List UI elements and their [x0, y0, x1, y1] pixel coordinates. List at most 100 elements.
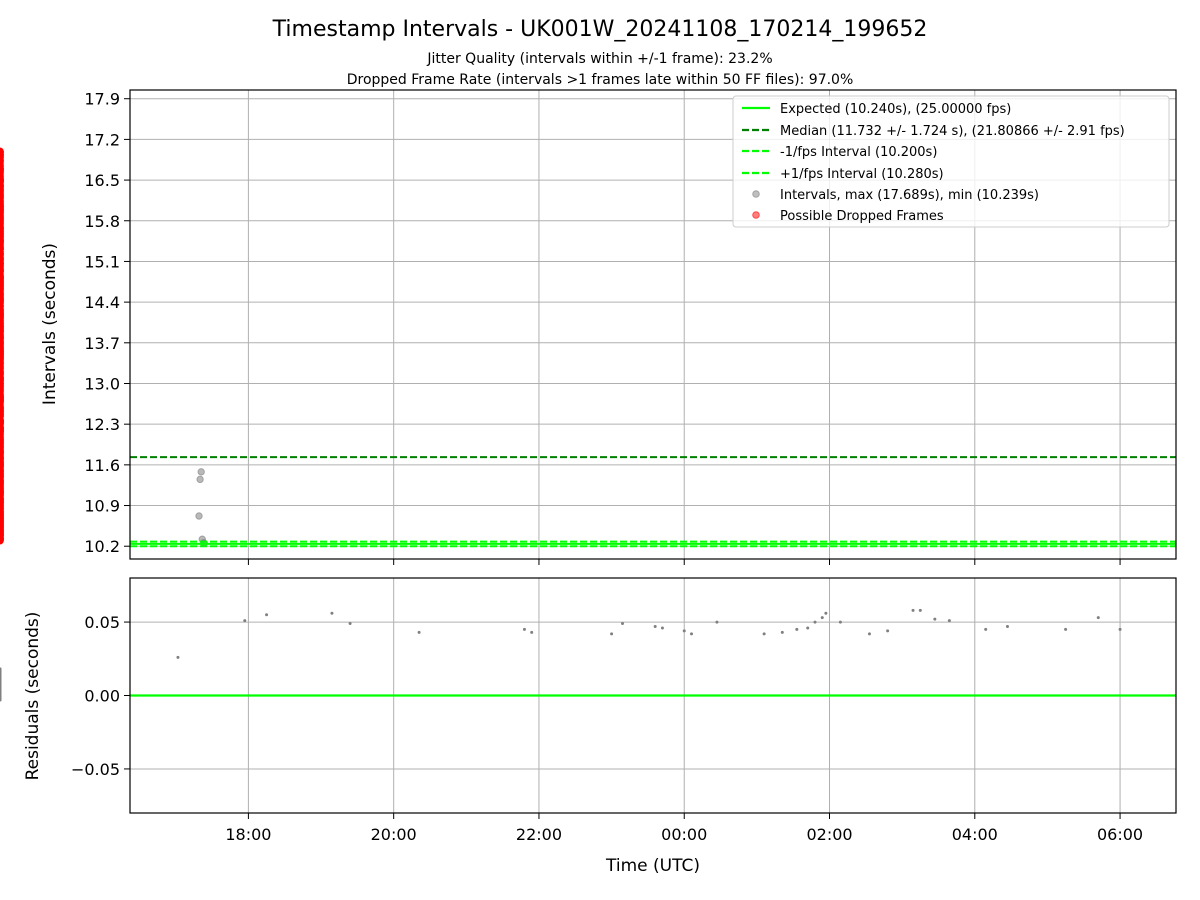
x-tick-label: 18:00 [225, 825, 271, 844]
legend-label-upper-interval: +1/fps Interval (10.280s) [780, 167, 944, 182]
intervals-y-tick-label: 12.3 [84, 415, 120, 434]
dropped-frame-point [0, 344, 3, 350]
dropped-frame-point [0, 178, 3, 184]
legend-item-intervals: Intervals, max (17.689s), min (10.239s) [753, 188, 1039, 203]
residual-point [683, 629, 686, 632]
intervals-y-tick-label: 10.9 [84, 497, 120, 516]
residual-point [813, 621, 816, 624]
x-tick-label: 20:00 [371, 825, 417, 844]
residual-point [919, 609, 922, 612]
legend-label-expected: Expected (10.240s), (25.00000 fps) [780, 102, 1011, 117]
residual-point [912, 609, 915, 612]
dropped-frame-point [0, 299, 3, 305]
dropped-frame-point [0, 353, 3, 359]
dropped-frame-point [0, 443, 3, 449]
residual-point [806, 626, 809, 629]
dropped-frame-point [0, 371, 3, 377]
residual-point [176, 656, 179, 659]
residual-point [523, 628, 526, 631]
intervals-y-tick-label: 13.7 [84, 334, 120, 353]
legend-label-lower-interval: -1/fps Interval (10.200s) [780, 145, 937, 160]
legend-item-median: Median (11.732 +/- 1.724 s), (21.80866 +… [742, 124, 1125, 139]
residual-point [933, 618, 936, 621]
x-axis-label: Time (UTC) [605, 856, 700, 876]
dropped-frame-point [0, 479, 3, 485]
dropped-frame-point [0, 489, 3, 495]
chart-subtitle-jitter: Jitter Quality (intervals within +/-1 fr… [426, 51, 772, 67]
legend-label-dropped: Possible Dropped Frames [780, 209, 944, 224]
dropped-frame-point [0, 257, 3, 263]
chart-title: Timestamp Intervals - UK001W_20241108_17… [272, 17, 928, 42]
residuals-y-axis-label: Residuals (seconds) [23, 612, 43, 781]
x-tick-label: 22:00 [516, 825, 562, 844]
x-tick-label: 06:00 [1097, 825, 1143, 844]
intervals-y-tick-label: 14.4 [84, 293, 120, 312]
residual-point [1064, 628, 1067, 631]
residual-point [763, 632, 766, 635]
legend-swatch-intervals [753, 191, 760, 198]
dropped-frame-point [0, 332, 3, 338]
intervals-y-axis-label: Intervals (seconds) [40, 243, 60, 405]
residual-point [839, 621, 842, 624]
intervals-y-tick-label: 15.8 [84, 212, 120, 231]
residual-point [330, 612, 333, 615]
dropped-frame-point [0, 499, 3, 505]
residual-point [690, 632, 693, 635]
dropped-frame-point [0, 518, 3, 524]
intervals-y-tick-label: 11.6 [84, 456, 120, 475]
residual-point [715, 621, 718, 624]
residual-point [781, 631, 784, 634]
residual-point [1097, 616, 1100, 619]
x-tick-label: 00:00 [661, 825, 707, 844]
dropped-frame-point [0, 451, 3, 457]
residual-point [661, 626, 664, 629]
residuals-y-tick-label: −0.05 [71, 760, 120, 779]
dropped-frame-point [0, 238, 3, 244]
residual-point [610, 632, 613, 635]
dropped-frame-point [0, 467, 3, 473]
residual-point [621, 622, 624, 625]
dropped-frame-point [0, 511, 3, 517]
dropped-frame-point [0, 400, 3, 406]
residual-point [349, 622, 352, 625]
legend-swatch-dropped [753, 212, 760, 219]
residual-point [821, 616, 824, 619]
dropped-frame-point [0, 418, 3, 424]
residual-point [1006, 625, 1009, 628]
interval-point [197, 476, 203, 482]
legend: Expected (10.240s), (25.00000 fps) Media… [733, 96, 1169, 227]
residual-point [824, 612, 827, 615]
legend-item-expected: Expected (10.240s), (25.00000 fps) [742, 102, 1011, 117]
residual-point [243, 619, 246, 622]
dropped-frame-point [0, 274, 3, 280]
intervals-y-tick-label: 17.9 [84, 90, 120, 109]
residual-point [948, 619, 951, 622]
dropped-frame-point [0, 224, 3, 230]
dropped-frame-point [0, 165, 3, 171]
legend-label-median: Median (11.732 +/- 1.724 s), (21.80866 +… [780, 124, 1125, 139]
intervals-y-tick-label: 16.5 [84, 171, 120, 190]
dropped-frame-point [0, 427, 3, 433]
x-tick-label: 04:00 [952, 825, 998, 844]
intervals-y-tick-label: 15.1 [84, 252, 120, 271]
dropped-frame-point [0, 207, 3, 213]
legend-item-dropped: Possible Dropped Frames [753, 209, 944, 224]
residual-point [795, 628, 798, 631]
residual-point [530, 631, 533, 634]
interval-point [196, 513, 202, 519]
dropped-frame-point [0, 153, 3, 159]
interval-point [198, 469, 204, 475]
residuals-y-tick-label: 0.05 [84, 613, 120, 632]
residual-point [868, 632, 871, 635]
residual-point [265, 613, 268, 616]
dropped-frame-point [0, 386, 3, 392]
intervals-y-tick-label: 13.0 [84, 374, 120, 393]
dropped-frame-point [0, 292, 3, 298]
legend-label-intervals: Intervals, max (17.689s), min (10.239s) [780, 188, 1039, 203]
dropped-frame-point [0, 245, 3, 251]
chart-subtitle-dropped: Dropped Frame Rate (intervals >1 frames … [347, 72, 854, 88]
residual-point [984, 628, 987, 631]
residual-point [886, 629, 889, 632]
residuals-y-tick-label: 0.00 [84, 687, 120, 706]
